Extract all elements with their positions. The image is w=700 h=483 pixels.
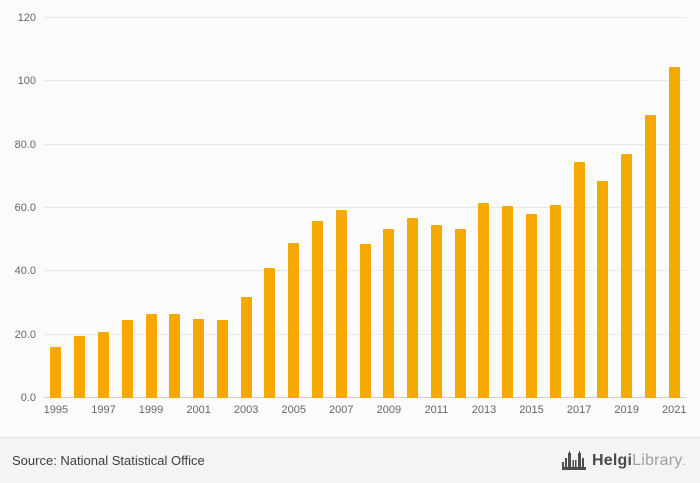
bar-2013 (478, 203, 490, 398)
x-axis-tick-label: 2005 (281, 404, 306, 416)
bar-2021 (668, 67, 680, 398)
x-axis-tick-label: 1997 (91, 404, 116, 416)
bar-2019 (621, 154, 633, 398)
bar-slot-2011: 2011 (425, 18, 449, 416)
bar-2005 (288, 242, 300, 398)
brand-secondary: Library (632, 451, 683, 469)
bar-slot-2018 (591, 18, 615, 398)
bar-2014 (502, 206, 514, 398)
bar-1997 (97, 331, 109, 398)
x-axis-tick-label: 2003 (233, 404, 259, 416)
bar-2007 (335, 209, 347, 398)
x-axis-tick-label: 2009 (376, 404, 402, 416)
bar-2011 (430, 225, 442, 398)
bar-1999 (145, 314, 157, 398)
helgi-library-logo[interactable]: HelgiLibrary. (562, 451, 686, 470)
bar-slot-1999: 1999 (139, 18, 163, 416)
bar-slot-2012 (448, 18, 472, 398)
plot-area: 120 100 80.0 60.0 40.0 20.0 0.0 1995 1997 1999 200… (15, 12, 687, 416)
bar-2017 (573, 162, 585, 398)
bar-2008 (359, 244, 371, 398)
bar-slot-1996 (68, 18, 92, 398)
bar-slot-2003: 2003 (234, 18, 258, 416)
bar-slot-1997: 1997 (91, 18, 116, 416)
bar-slot-2013: 2013 (472, 18, 496, 416)
bar-2002 (216, 320, 228, 398)
brand-primary: Helgi (592, 451, 633, 469)
bar-slot-2016 (543, 18, 567, 398)
bar-slot-2009: 2009 (377, 18, 401, 416)
x-axis-tick-label: 2001 (186, 404, 211, 416)
x-axis-tick-label: 2013 (471, 404, 497, 416)
bar-slot-2005: 2005 (281, 18, 306, 416)
bar-2009 (383, 228, 395, 398)
bar-slot-1995: 1995 (44, 18, 68, 416)
y-axis-tick-label: 60.0 (14, 202, 36, 214)
bar-2004 (264, 268, 276, 398)
bar-slot-2015: 2015 (519, 18, 544, 416)
bar-1995 (50, 347, 62, 398)
plot-wrap: 120 100 80.0 60.0 40.0 20.0 0.0 1995 1997 1999 200… (15, 12, 687, 416)
bar-slot-2002 (210, 18, 234, 398)
bar-slot-1998 (115, 18, 139, 398)
bar-2003 (240, 296, 252, 398)
bar-chart: 120 100 80.0 60.0 40.0 20.0 0.0 1995 1997 1999 200… (0, 12, 700, 455)
x-axis-tick-label: 2019 (614, 404, 639, 416)
brand-suffix: . (682, 453, 686, 468)
gridline (44, 207, 686, 208)
bars-container: 1995 1997 1999 2001 2003 2005 2007 2009 2011 2013… (44, 18, 686, 416)
x-axis-tick-label: 2011 (424, 404, 449, 416)
bar-2001 (193, 318, 205, 398)
bar-slot-2007: 2007 (329, 18, 354, 416)
bar-slot-2000 (163, 18, 187, 398)
bar-slot-2006 (306, 18, 330, 398)
x-axis-tick-label: 2015 (519, 404, 544, 416)
y-axis-tick-label: 100 (17, 75, 36, 88)
bar-slot-2001: 2001 (186, 18, 211, 416)
bar-2020 (644, 114, 656, 398)
brand-text: HelgiLibrary. (592, 452, 686, 470)
gridline (44, 143, 686, 145)
bar-slot-2004 (258, 18, 282, 398)
source-text: Source: National Statistical Office (12, 453, 205, 468)
x-axis-tick-label: 2017 (566, 404, 592, 416)
y-axis-tick-label: 80.0 (14, 138, 36, 151)
y-axis-tick-label: 40.0 (14, 265, 36, 278)
bar-slot-2017: 2017 (567, 18, 591, 416)
bar-slot-2008 (353, 18, 377, 398)
bar-2015 (526, 214, 538, 398)
footer: Source: National Statistical Office Helg… (0, 437, 700, 483)
bar-slot-2010 (401, 18, 425, 398)
y-axis-tick-label: 20.0 (14, 328, 36, 341)
helgi-bridge-icon (562, 451, 587, 470)
gridline (44, 80, 686, 82)
bar-2010 (407, 217, 419, 398)
bar-2012 (454, 228, 466, 398)
gridline (44, 17, 686, 18)
bar-slot-2021: 2021 (662, 18, 686, 416)
y-axis-tick-label: 0.0 (20, 392, 36, 404)
bar-2018 (597, 181, 609, 398)
bar-2006 (311, 220, 323, 398)
bar-slot-2020 (639, 18, 663, 398)
x-axis-tick-label: 2007 (329, 404, 354, 416)
bar-slot-2019: 2019 (614, 18, 639, 416)
bar-2016 (549, 204, 561, 398)
x-axis-tick-label: 1999 (138, 404, 164, 416)
y-axis-tick-label: 120 (17, 12, 36, 24)
bar-1996 (74, 336, 86, 398)
bar-1998 (121, 320, 133, 398)
bar-2000 (169, 314, 181, 398)
x-axis-tick-label: 2021 (661, 404, 687, 416)
bar-slot-2014 (496, 18, 520, 398)
x-axis-tick-label: 1995 (43, 404, 69, 416)
